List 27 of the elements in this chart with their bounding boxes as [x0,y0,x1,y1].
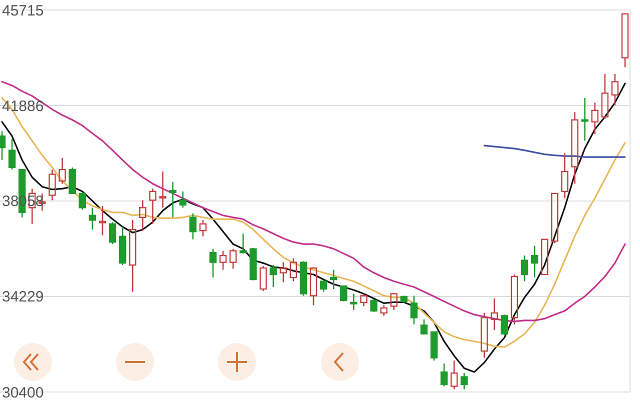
y-tick-label: 30400 [2,384,44,402]
candlestick [440,362,448,387]
candlestick [159,170,166,208]
candlestick [360,293,368,307]
candlestick [270,264,277,288]
candlestick [530,245,538,278]
candlestick [480,312,488,358]
candlestick [581,97,588,142]
line-series [484,144,626,158]
y-tick-label: 34229 [2,288,44,306]
candlestick [129,219,136,292]
candlestick [260,265,267,292]
candlestick [149,188,156,225]
candlestick [450,360,458,390]
line-series [1,80,626,322]
candlestick [280,262,287,283]
candlestick [98,205,106,236]
candlestick [561,152,568,199]
candlestick [350,293,358,311]
candlestick [139,200,146,230]
candlestick [490,298,498,331]
y-tick-label: 45715 [2,2,44,20]
candlestick [169,181,176,218]
candlestick [571,111,578,184]
candlestick [460,372,468,390]
candlestick [591,102,598,135]
candlestick [48,168,56,201]
